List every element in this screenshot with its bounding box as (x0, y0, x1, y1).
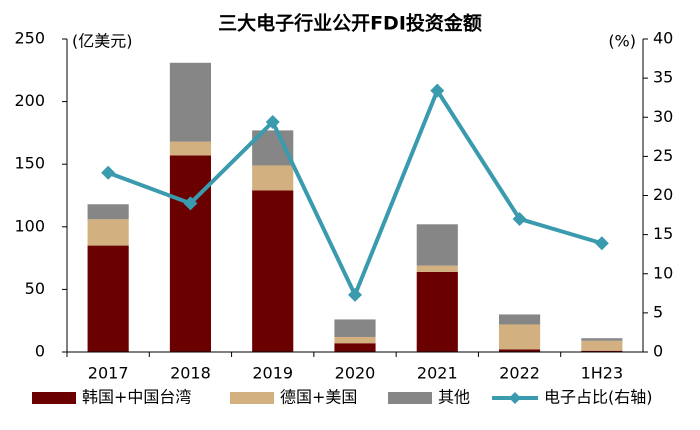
bar (581, 340, 623, 351)
marker (183, 196, 198, 211)
legend-label: 德国+美国 (280, 388, 357, 407)
y2-tick-label: 20 (653, 185, 673, 204)
bar (334, 336, 376, 344)
y2-tick-label: 10 (653, 263, 673, 282)
y2-tick-label: 35 (653, 68, 673, 87)
marker (101, 165, 116, 180)
y2-tick-label: 0 (653, 342, 663, 361)
y-tick-label: 50 (25, 279, 45, 298)
bar (334, 343, 376, 352)
bar (169, 62, 211, 142)
y2-tick-label: 15 (653, 224, 673, 243)
chart-title: 三大电子行业公开FDI投资金额 (218, 12, 482, 35)
y-tick-label: 200 (14, 91, 45, 110)
bar (87, 245, 129, 352)
legend-label: 电子占比(右轴) (544, 388, 653, 407)
bar (416, 224, 458, 266)
bar (169, 141, 211, 156)
x-tick-label: 2021 (417, 364, 458, 383)
legend-swatch (32, 392, 76, 404)
x-tick-label: 2020 (335, 364, 376, 383)
x-tick-label: 2019 (252, 364, 293, 383)
bar (87, 219, 129, 246)
y2-tick-label: 5 (653, 302, 663, 321)
bar (252, 190, 294, 352)
y2-tick-label: 30 (653, 107, 673, 126)
x-tick-label: 2017 (88, 364, 129, 383)
bar (581, 338, 623, 341)
y-tick-label: 0 (35, 342, 45, 361)
bar (87, 204, 129, 220)
y-axis-label: (亿美元) (72, 32, 133, 51)
y2-axis-label: (%) (608, 32, 636, 51)
bar (252, 165, 294, 191)
y2-tick-label: 25 (653, 146, 673, 165)
legend-label: 韩国+中国台湾 (82, 388, 191, 407)
marker (430, 83, 445, 98)
bar (169, 155, 211, 352)
marker (594, 236, 609, 251)
marker (265, 114, 280, 129)
x-tick-label: 2018 (170, 364, 211, 383)
marker (512, 211, 527, 226)
bar (499, 314, 541, 325)
bar (334, 319, 376, 337)
legend-swatch (388, 392, 432, 404)
bar (499, 324, 541, 350)
legend-swatch (230, 392, 274, 404)
bar (416, 271, 458, 352)
y-tick-label: 250 (14, 29, 45, 48)
bar (581, 350, 623, 352)
x-tick-label: 1H23 (581, 364, 624, 383)
legend-label: 其他 (438, 388, 470, 407)
marker (348, 287, 362, 302)
y-tick-label: 100 (14, 216, 45, 235)
bar (499, 349, 541, 352)
bar (416, 265, 458, 272)
x-tick-label: 2022 (499, 364, 540, 383)
y-tick-label: 150 (14, 154, 45, 173)
legend-marker (509, 392, 521, 404)
y2-tick-label: 40 (653, 29, 673, 48)
